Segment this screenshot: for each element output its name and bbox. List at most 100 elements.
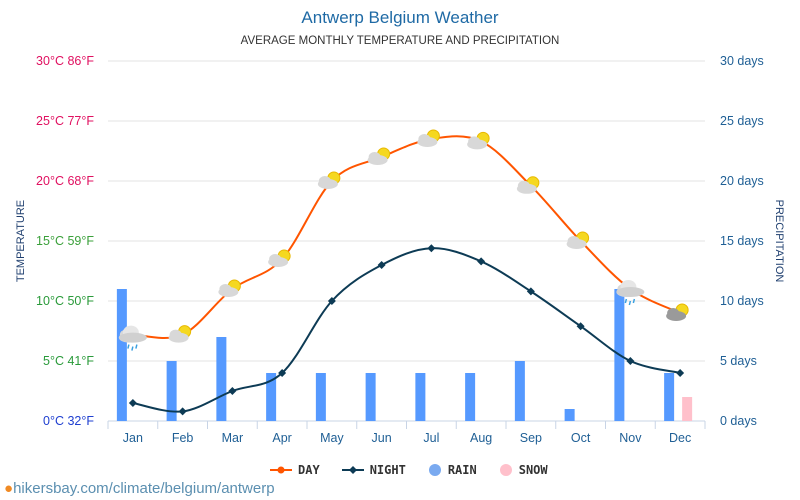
- rain-bar: [564, 409, 575, 421]
- cloud: [368, 152, 381, 162]
- right-tick-label: 25 days: [720, 114, 764, 128]
- legend-rain-marker: [428, 464, 441, 476]
- legend-night-marker: [341, 466, 364, 474]
- raindrop: [127, 344, 130, 349]
- legend-snow-label: SNOW: [518, 463, 548, 477]
- legend-day-marker: [270, 466, 292, 474]
- day-line: [132, 135, 681, 339]
- raindrop: [624, 298, 628, 304]
- cloud: [219, 284, 232, 294]
- cloud: [169, 329, 182, 340]
- rain-bar: [415, 373, 426, 421]
- legend: DAY NIGHT RAIN SNOW: [270, 463, 548, 477]
- legend-snow-marker: [499, 464, 512, 476]
- left-tick-label: 10°C 50°F: [36, 294, 94, 308]
- x-tick-label: Sep: [520, 431, 542, 445]
- x-tick-label: Aug: [470, 431, 492, 445]
- rain-bar: [465, 373, 476, 421]
- right-tick-label: 15 days: [720, 234, 764, 248]
- cloud: [468, 136, 481, 147]
- sun-cloud-icon: [367, 147, 391, 165]
- night-point: [626, 357, 635, 365]
- right-tick-label: 10 days: [720, 294, 764, 308]
- cloud: [269, 254, 282, 264]
- x-tick-label: Nov: [619, 431, 642, 445]
- night-point: [576, 322, 585, 331]
- cloud: [118, 332, 147, 343]
- raindrop: [632, 298, 636, 304]
- left-tick-label: 25°C 77°F: [36, 114, 94, 128]
- source-link[interactable]: ●hikersbay.com/climate/belgium/antwerp: [4, 480, 275, 497]
- sun-cloud-icon: [317, 171, 341, 189]
- cloud: [418, 134, 431, 144]
- sun-cloud-icon: [516, 176, 540, 194]
- x-tick-label: Jan: [123, 431, 143, 445]
- sun-cloud-icon: [467, 131, 490, 150]
- legend-rain[interactable]: RAIN: [428, 463, 477, 477]
- legend-rain-label: RAIN: [447, 463, 477, 477]
- night-point: [327, 297, 336, 305]
- legend-day-label: DAY: [298, 463, 320, 477]
- right-tick-label: 20 days: [720, 174, 764, 188]
- night-point: [477, 257, 486, 266]
- raindrop: [628, 300, 632, 306]
- rain-bar: [216, 337, 227, 421]
- rain-bar: [266, 373, 277, 421]
- right-tick-label: 5 days: [720, 354, 757, 368]
- rain-bar: [664, 373, 675, 421]
- x-tick-label: Dec: [669, 431, 691, 445]
- sun-dark-cloud-icon: [666, 303, 689, 321]
- raindrop: [131, 346, 134, 351]
- rain-cloud-icon: [616, 280, 645, 306]
- legend-night-label: NIGHT: [369, 463, 406, 477]
- legend-day[interactable]: DAY: [270, 463, 320, 477]
- right-tick-label: 0 days: [720, 414, 757, 428]
- sun-cloud-icon: [268, 249, 291, 267]
- rain-bar: [365, 373, 376, 421]
- y-axis-label-right: PRECIPITATION: [773, 200, 785, 283]
- rain-bar: [315, 373, 326, 421]
- cloud: [616, 287, 645, 297]
- night-point: [526, 287, 535, 296]
- x-tick-label: Jul: [423, 431, 439, 445]
- x-tick-label: Mar: [222, 431, 244, 445]
- location-pin-icon: ●: [4, 480, 14, 497]
- right-tick-label: 30 days: [720, 54, 764, 68]
- cloud: [517, 180, 530, 191]
- x-tick-label: Apr: [272, 431, 291, 445]
- chart-title: Antwerp Belgium Weather: [301, 8, 499, 27]
- sun-cloud-icon: [168, 325, 192, 343]
- snow-bar: [682, 397, 693, 421]
- night-point: [278, 369, 287, 377]
- x-tick-label: Feb: [172, 431, 194, 445]
- left-tick-label: 20°C 68°F: [36, 174, 94, 188]
- raindrop: [135, 344, 138, 349]
- left-tick-label: 15°C 59°F: [36, 234, 94, 248]
- night-line: [132, 247, 681, 413]
- x-tick-label: May: [320, 431, 344, 445]
- night-point: [676, 369, 685, 377]
- x-tick-label: Oct: [571, 431, 591, 445]
- left-tick-label: 30°C 86°F: [36, 54, 94, 68]
- legend-night[interactable]: NIGHT: [341, 463, 406, 477]
- sun-cloud-icon: [218, 279, 241, 297]
- cloud: [567, 236, 580, 246]
- sun-cloud-icon: [566, 231, 590, 249]
- night-point: [228, 387, 237, 395]
- source-link-text: hikersbay.com/climate/belgium/antwerp: [13, 480, 275, 497]
- chart-subtitle: AVERAGE MONTHLY TEMPERATURE AND PRECIPIT…: [240, 35, 560, 47]
- rain-bar: [514, 361, 525, 421]
- night-point: [377, 261, 386, 269]
- night-point: [427, 244, 436, 253]
- night-point: [128, 399, 137, 407]
- sun-cloud-icon: [417, 129, 440, 147]
- legend-snow[interactable]: SNOW: [499, 463, 548, 477]
- rain-cloud-icon: [118, 325, 147, 351]
- left-tick-label: 5°C 41°F: [43, 354, 94, 368]
- x-tick-label: Jun: [372, 431, 392, 445]
- left-tick-label: 0°C 32°F: [43, 414, 94, 428]
- night-point: [178, 407, 187, 416]
- rain-bar: [116, 289, 127, 421]
- y-axis-label-left: TEMPERATURE: [15, 200, 27, 282]
